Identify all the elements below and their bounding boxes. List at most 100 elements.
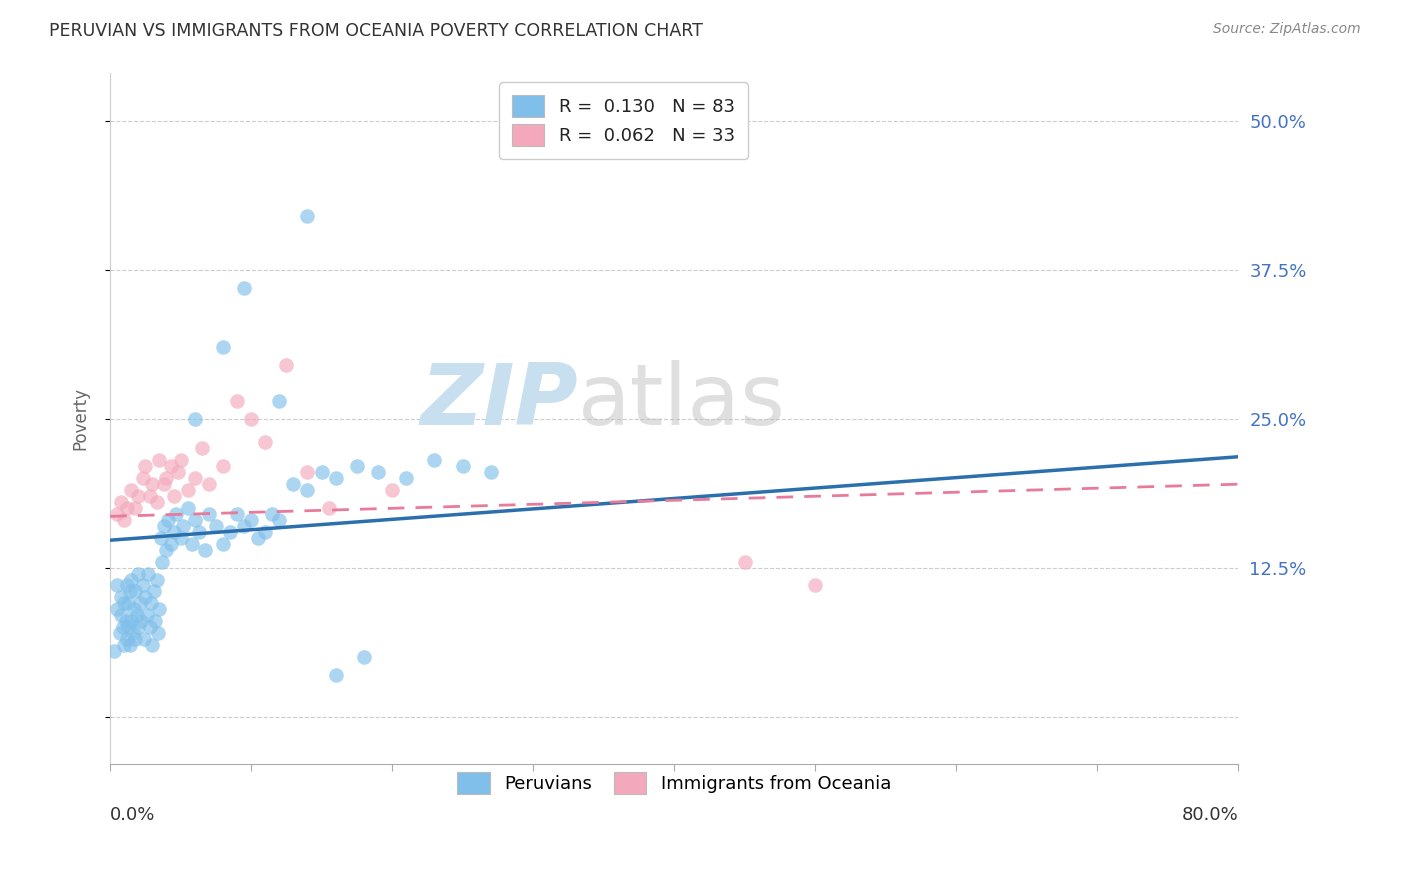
Point [226,393,249,408]
Point [134,591,156,605]
Point [226,507,249,521]
Text: 80.0%: 80.0% [1181,805,1239,823]
Point [346,459,368,474]
Text: Source: ZipAtlas.com: Source: ZipAtlas.com [1213,22,1361,37]
Point [311,465,333,479]
Point [105,507,128,521]
Point [135,608,157,623]
Point [240,513,263,527]
Point [138,620,160,634]
Y-axis label: Poverty: Poverty [72,387,89,450]
Point [165,507,187,521]
Point [131,471,153,485]
Point [155,542,177,557]
Point [197,507,219,521]
Point [132,632,155,647]
Point [111,620,134,634]
Point [110,495,132,509]
Point [139,596,162,610]
Point [134,459,156,474]
Point [183,513,205,527]
Point [353,650,375,665]
Point [269,393,291,408]
Point [212,537,235,551]
Point [127,620,149,634]
Point [193,542,215,557]
Point [156,513,179,527]
Point [233,280,256,294]
Point [176,483,198,497]
Point [124,501,146,516]
Point [120,573,142,587]
Point [112,513,135,527]
Point [423,453,446,467]
Point [283,477,305,491]
Point [117,596,139,610]
Point [187,524,209,539]
Point [149,531,172,545]
Point [159,459,181,474]
Point [105,578,128,592]
Point [212,340,235,354]
Point [112,638,135,652]
Point [114,614,136,628]
Point [159,537,181,551]
Point [120,483,142,497]
Point [118,638,141,652]
Point [804,578,827,592]
Point [180,537,202,551]
Point [169,453,191,467]
Point [124,632,146,647]
Point [103,644,125,658]
Point [183,411,205,425]
Point [381,483,404,497]
Point [110,608,132,623]
Point [105,602,128,616]
Point [150,555,173,569]
Point [115,501,138,516]
Point [297,465,319,479]
Point [254,524,277,539]
Point [172,519,194,533]
Point [120,614,142,628]
Point [479,465,502,479]
Point [166,465,188,479]
Point [219,524,242,539]
Point [122,602,145,616]
Point [115,632,138,647]
Point [197,477,219,491]
Point [108,626,131,640]
Point [297,483,319,497]
Point [451,459,474,474]
Point [155,471,177,485]
Point [124,584,146,599]
Point [240,411,263,425]
Point [138,489,160,503]
Point [131,578,153,592]
Point [276,358,298,372]
Text: 0.0%: 0.0% [110,805,156,823]
Point [297,209,319,223]
Point [152,519,174,533]
Point [367,465,389,479]
Point [127,489,149,503]
Point [190,442,212,456]
Point [325,471,347,485]
Point [121,626,143,640]
Point [145,573,167,587]
Point [233,519,256,533]
Point [169,531,191,545]
Point [117,620,139,634]
Point [129,614,152,628]
Point [110,591,132,605]
Point [146,626,169,640]
Point [162,524,184,539]
Point [269,513,291,527]
Point [325,668,347,682]
Point [262,507,284,521]
Point [141,477,163,491]
Point [395,471,418,485]
Point [212,459,235,474]
Point [205,519,228,533]
Point [148,602,170,616]
